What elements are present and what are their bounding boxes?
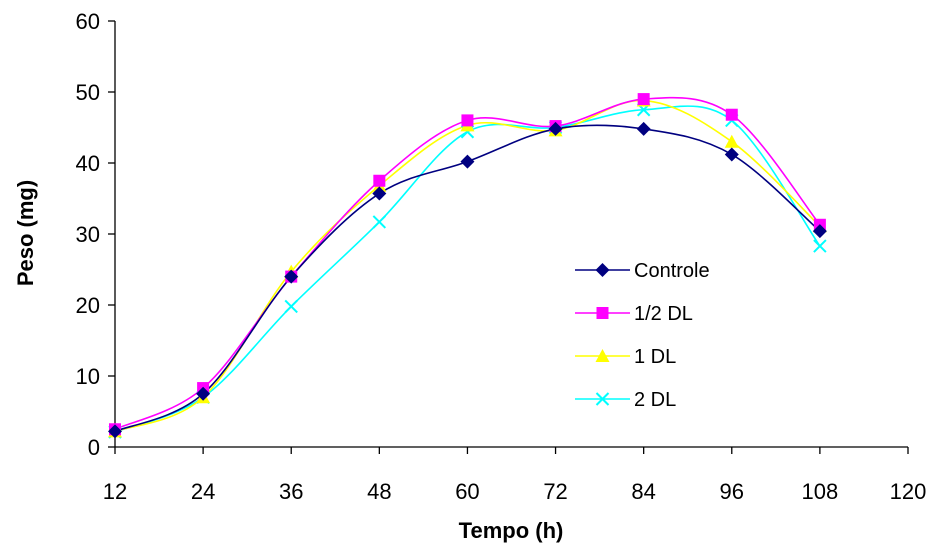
data-point	[724, 147, 739, 162]
x-tick-label: 12	[103, 479, 127, 504]
legend-item: Controle	[575, 260, 710, 282]
legend-item: 1 DL	[575, 346, 676, 368]
data-point	[373, 174, 386, 187]
data-point	[284, 269, 299, 284]
legend-label: 1 DL	[634, 346, 676, 368]
data-point	[813, 239, 827, 253]
data-point	[461, 114, 474, 127]
legend: Controle 1/2 DL 1 DL 2 DL	[575, 260, 710, 411]
series-line-1	[114, 96, 821, 430]
data-point	[284, 299, 298, 314]
data-point	[460, 154, 475, 169]
legend-label: 2 DL	[634, 389, 676, 411]
data-point	[372, 186, 387, 201]
y-tick-label: 0	[88, 435, 100, 460]
data-point	[812, 224, 827, 239]
x-tick-label: 120	[890, 479, 927, 504]
legend-label: 1/2 DL	[634, 303, 693, 325]
x-tick-label: 96	[720, 479, 744, 504]
x-tick-label: 108	[802, 479, 839, 504]
x-tick-label: 24	[191, 479, 215, 504]
x-tick-label: 84	[631, 479, 655, 504]
y-tick-label: 30	[76, 222, 100, 247]
x-tick-label: 36	[279, 479, 303, 504]
data-point	[724, 134, 739, 148]
axes: 0 10 20 30 40 50 60 12 24 36 48 60 72 84 96 108 120	[76, 9, 927, 504]
series-line-0	[114, 124, 821, 433]
legend-item: 2 DL	[575, 389, 676, 411]
y-tick-label: 50	[76, 80, 100, 105]
series-line-3	[114, 105, 821, 433]
data-point	[636, 121, 651, 136]
data-point	[108, 424, 122, 439]
data-point	[725, 108, 738, 121]
data-point	[637, 93, 650, 106]
legend-marker	[595, 392, 610, 406]
y-tick-label: 40	[76, 151, 100, 176]
data-point	[372, 215, 387, 229]
legend-item: 1/2 DL	[575, 303, 693, 325]
data-point	[196, 386, 211, 401]
y-tick-label: 20	[76, 293, 100, 318]
y-tick-label: 10	[76, 364, 100, 389]
x-tick-label: 60	[455, 479, 479, 504]
series-lines	[114, 96, 821, 433]
data-point	[548, 121, 563, 136]
legend-marker	[595, 263, 610, 277]
legend-label: Controle	[634, 260, 710, 282]
legend-marker	[596, 307, 609, 319]
y-tick-label: 60	[76, 9, 100, 34]
series-markers	[108, 93, 827, 439]
x-tick-label: 72	[543, 479, 567, 504]
legend-marker	[595, 349, 610, 362]
x-tick-label: 48	[367, 479, 391, 504]
y-axis-title: Peso (mg)	[13, 180, 38, 286]
x-axis-title: Tempo (h)	[459, 518, 564, 543]
